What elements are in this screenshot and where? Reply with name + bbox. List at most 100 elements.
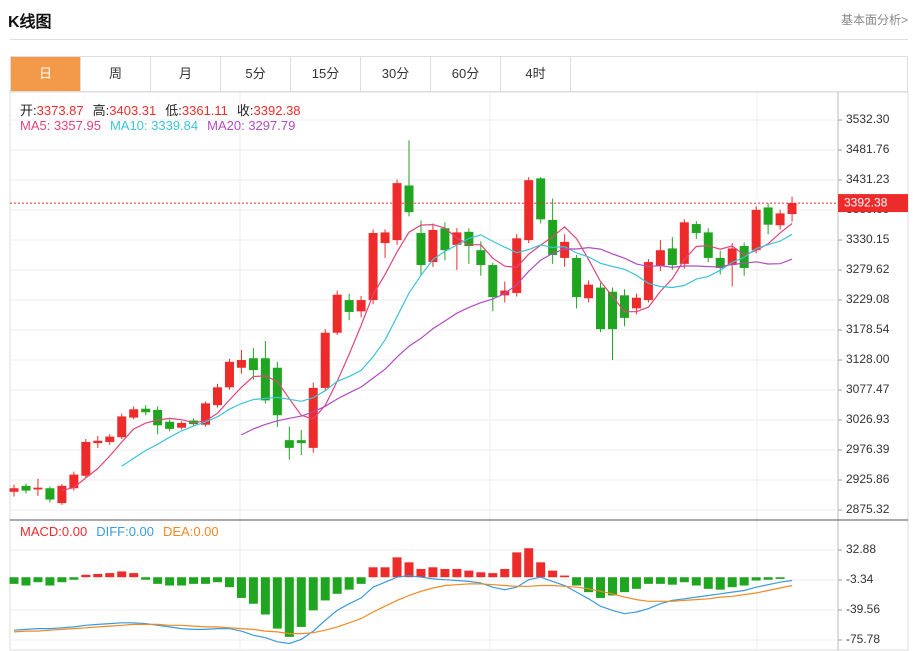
macd-bar bbox=[560, 575, 570, 578]
macd-bar bbox=[548, 570, 558, 578]
macd-bar bbox=[452, 568, 462, 578]
candle-body bbox=[93, 440, 103, 444]
macd-bar bbox=[165, 577, 175, 586]
candle-body bbox=[201, 403, 211, 425]
macd-bar bbox=[248, 577, 258, 604]
macd-bar bbox=[272, 577, 282, 629]
macd-bar bbox=[679, 577, 689, 583]
candle-body bbox=[643, 262, 653, 301]
macd-bar bbox=[416, 568, 426, 578]
macd-bar bbox=[201, 577, 211, 584]
y-tick-label: 2925.86 bbox=[846, 472, 890, 486]
candle-body bbox=[272, 367, 282, 416]
macd-bar bbox=[464, 570, 474, 578]
candle-body bbox=[691, 224, 701, 233]
macd-bar bbox=[344, 577, 354, 590]
last-price-tag bbox=[838, 194, 908, 213]
tab[interactable]: 4时 bbox=[501, 57, 571, 91]
info-label: 收: bbox=[236, 103, 254, 118]
candle-body bbox=[392, 183, 402, 241]
y-tick-label: -39.56 bbox=[846, 602, 880, 616]
candle-body bbox=[775, 213, 785, 226]
candle-body bbox=[608, 291, 617, 330]
info-label: 高: bbox=[92, 103, 110, 118]
macd-bar bbox=[9, 577, 19, 584]
candle-body bbox=[117, 416, 127, 438]
candle-body bbox=[524, 180, 534, 241]
tab[interactable]: 周 bbox=[81, 57, 151, 91]
tab[interactable]: 5分 bbox=[221, 57, 291, 91]
candle-body bbox=[787, 203, 797, 215]
y-tick-label: 3279.62 bbox=[846, 262, 890, 276]
macd-bar bbox=[631, 577, 641, 589]
y-tick-label: -75.78 bbox=[846, 632, 880, 646]
macd-bar bbox=[619, 577, 629, 593]
macd-bar bbox=[93, 573, 103, 578]
macd-bar bbox=[392, 557, 402, 578]
candle-body bbox=[560, 241, 570, 258]
macd-bar bbox=[524, 548, 534, 578]
y-tick-label: 3431.23 bbox=[846, 172, 890, 186]
info-label: 开: bbox=[20, 103, 37, 118]
macd-bar bbox=[404, 562, 414, 578]
tab[interactable]: 60分 bbox=[431, 57, 501, 91]
macd-bar bbox=[703, 577, 713, 589]
candle-body bbox=[763, 207, 773, 225]
separator bbox=[10, 39, 908, 40]
candle-body bbox=[572, 257, 582, 298]
y-tick-label: 2875.32 bbox=[846, 502, 890, 516]
candle-body bbox=[320, 332, 330, 388]
y-tick-label: 3178.54 bbox=[846, 322, 890, 336]
macd-bar bbox=[368, 567, 378, 578]
tab[interactable]: 日 bbox=[11, 57, 81, 91]
candle-body bbox=[584, 284, 594, 299]
fundamental-link[interactable]: 基本面分析> bbox=[840, 13, 908, 27]
legend-entry: DIFF:0.00 bbox=[96, 524, 154, 539]
candle-body bbox=[536, 178, 546, 220]
legend-entry: MACD:0.00 bbox=[20, 524, 88, 539]
macd-bar bbox=[727, 577, 737, 588]
candle-body bbox=[512, 238, 522, 293]
y-tick-label: 3128.00 bbox=[846, 352, 890, 366]
legend-entry: MA10: 3339.84 bbox=[109, 118, 199, 133]
macd-bar bbox=[284, 577, 294, 637]
macd-bar bbox=[596, 577, 606, 598]
candle-body bbox=[440, 228, 450, 251]
macd-bar bbox=[177, 577, 187, 586]
tab[interactable]: 月 bbox=[151, 57, 221, 91]
macd-bar bbox=[129, 573, 139, 578]
legend-entry: MA20: 3297.79 bbox=[207, 118, 296, 133]
candle-body bbox=[548, 219, 558, 255]
legend-entry: DEA:0.00 bbox=[163, 524, 219, 539]
candle-body bbox=[9, 488, 19, 492]
candle-body bbox=[105, 436, 115, 442]
macd-bar bbox=[512, 552, 522, 578]
candle-body bbox=[57, 485, 67, 504]
candle-body bbox=[380, 232, 390, 244]
candle-body bbox=[165, 421, 175, 429]
candle-body bbox=[667, 248, 677, 266]
candle-body bbox=[679, 222, 689, 264]
y-tick-label: 3532.30 bbox=[846, 112, 890, 126]
macd-bar bbox=[141, 577, 151, 580]
candle-body bbox=[33, 487, 43, 490]
candle-body bbox=[260, 358, 270, 401]
candle-body bbox=[21, 485, 31, 491]
tab[interactable]: 15分 bbox=[291, 57, 361, 91]
candle-body bbox=[751, 209, 761, 251]
tab[interactable]: 30分 bbox=[361, 57, 431, 91]
candle-body bbox=[368, 232, 378, 301]
ma-legend: MA5: 3357.95 MA10: 3339.84 MA20: 3297.79 bbox=[20, 118, 304, 133]
y-tick-label: 3481.76 bbox=[846, 142, 890, 156]
candle-body bbox=[476, 250, 486, 266]
macd-bar bbox=[763, 577, 773, 580]
macd-bar bbox=[236, 577, 246, 598]
candle-body bbox=[236, 360, 246, 368]
indicator-line bbox=[241, 246, 793, 436]
macd-bar bbox=[715, 577, 725, 590]
macd-bar bbox=[57, 577, 67, 583]
candle-body bbox=[248, 358, 258, 371]
y-tick-label: 32.88 bbox=[846, 542, 876, 556]
macd-bar bbox=[212, 577, 222, 583]
